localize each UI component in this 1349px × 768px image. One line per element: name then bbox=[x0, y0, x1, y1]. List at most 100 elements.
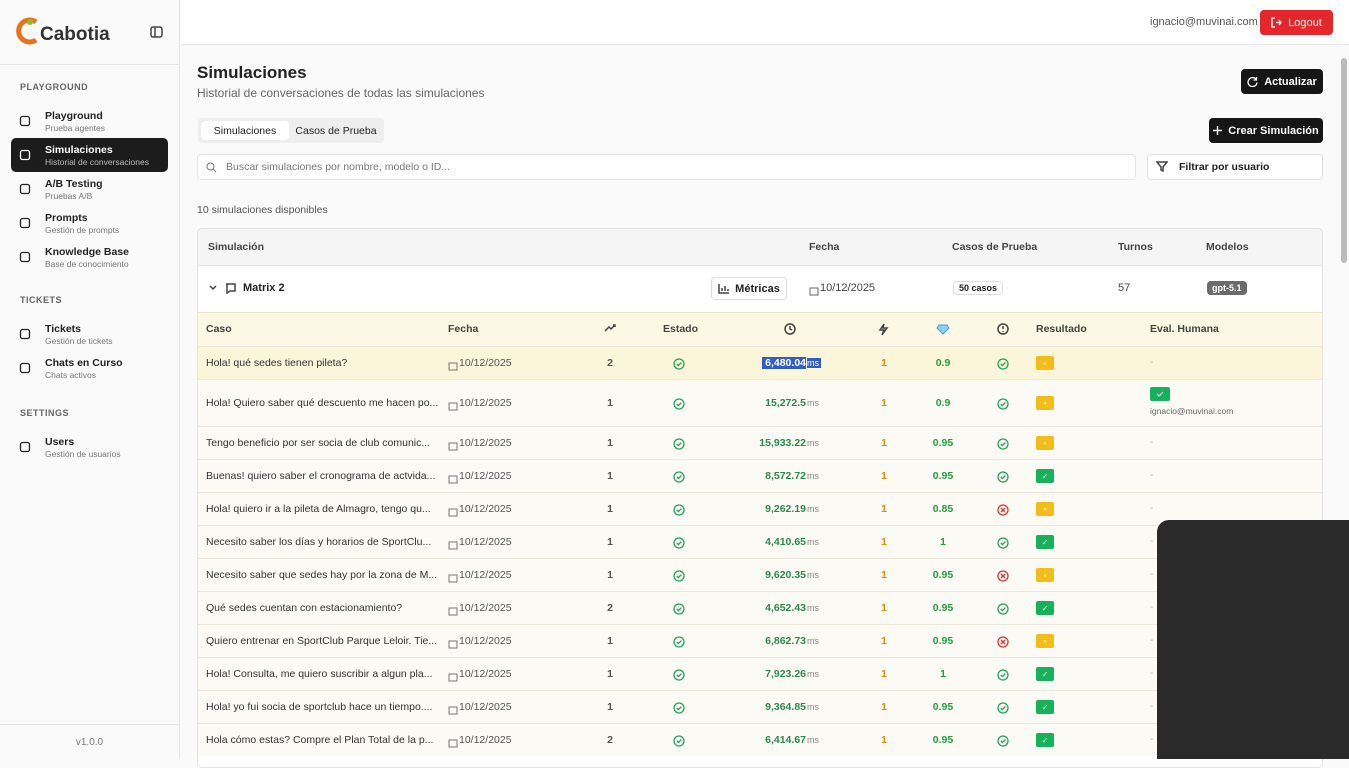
case-tools: 1 bbox=[881, 601, 887, 614]
case-row[interactable] bbox=[198, 525, 1322, 558]
case-text: Hola! Quiero saber qué descuento me hace… bbox=[206, 396, 439, 409]
case-tools: 1 bbox=[881, 469, 887, 482]
nav-label[interactable]: Playground bbox=[45, 110, 103, 122]
refresh-icon bbox=[1247, 76, 1258, 87]
case-turns: 1 bbox=[607, 535, 613, 548]
calendar-icon bbox=[448, 358, 462, 372]
case-date: 10/12/2025 bbox=[459, 568, 512, 581]
state-icon bbox=[673, 734, 687, 748]
logout-label: Logout bbox=[1288, 16, 1322, 29]
nav-sub: Historial de conversaciones bbox=[45, 157, 149, 167]
case-tools: 1 bbox=[881, 733, 887, 746]
case-turns: 1 bbox=[607, 396, 613, 409]
latency-unit: ms bbox=[807, 734, 819, 745]
state-icon bbox=[673, 635, 687, 649]
case-row[interactable] bbox=[198, 591, 1322, 624]
nav-sub: Gestión de tickets bbox=[45, 336, 113, 346]
metrics-button[interactable]: Métricas bbox=[711, 277, 787, 300]
case-score: 0.9 bbox=[935, 356, 951, 369]
nav-label[interactable]: Tickets bbox=[45, 323, 81, 335]
status-icon bbox=[997, 569, 1011, 583]
refresh-button[interactable]: Actualizar bbox=[1241, 69, 1323, 94]
case-latency: 15,933.22 bbox=[759, 436, 806, 449]
eval-empty: - bbox=[1150, 634, 1154, 646]
case-row[interactable] bbox=[198, 558, 1322, 591]
nav-label[interactable]: Users bbox=[45, 436, 75, 448]
nav-label[interactable]: Knowledge Base bbox=[45, 246, 130, 258]
case-column: Eval. Humana bbox=[1150, 323, 1219, 335]
case-row[interactable] bbox=[198, 459, 1322, 492]
status-icon bbox=[997, 734, 1011, 748]
case-row[interactable] bbox=[198, 657, 1322, 690]
nav-label[interactable]: Prompts bbox=[45, 212, 88, 224]
case-row[interactable] bbox=[198, 690, 1322, 723]
latency-unit: ms bbox=[807, 437, 819, 448]
sidebar: Cabotia v1.0.0 PLAYGROUND Playground Prueb… bbox=[0, 0, 180, 759]
calendar-icon bbox=[448, 669, 462, 683]
nav-label[interactable]: Chats en Curso bbox=[45, 357, 123, 369]
case-latency: 8,572.72 bbox=[765, 469, 806, 482]
nav-icon bbox=[19, 182, 33, 196]
latency-unit: ms bbox=[807, 503, 819, 514]
case-row[interactable] bbox=[198, 426, 1322, 459]
latency-unit: ms bbox=[807, 635, 819, 646]
case-score: 0.95 bbox=[932, 601, 954, 614]
case-column: Resultado bbox=[1036, 323, 1087, 335]
logo: Cabotia bbox=[40, 24, 110, 45]
collapse-button[interactable] bbox=[150, 26, 163, 38]
svg-text:✓: ✓ bbox=[1042, 472, 1049, 481]
case-row[interactable] bbox=[198, 346, 1322, 379]
tab[interactable]: Casos de Prueba bbox=[295, 124, 377, 137]
case-latency: 4,410.65 bbox=[765, 535, 806, 548]
case-text: Quiero entrenar en SportClub Parque Lelo… bbox=[206, 634, 438, 647]
header-icons bbox=[604, 323, 1009, 336]
simulation-date: 10/12/2025 bbox=[820, 282, 876, 294]
page-subtitle: Historial de conversaciones de todas las… bbox=[197, 86, 485, 100]
result-badge: • bbox=[1036, 355, 1054, 370]
case-latency: 6,414.67 bbox=[765, 733, 806, 746]
result-badge: ✓ bbox=[1036, 699, 1054, 714]
calendar-icon bbox=[809, 283, 823, 297]
column-header: Fecha bbox=[809, 241, 840, 253]
case-score: 0.85 bbox=[932, 502, 954, 515]
eval-user: ignacio@muvinai.com bbox=[1150, 406, 1234, 416]
result-badge: ✓ bbox=[1036, 732, 1054, 747]
case-date: 10/12/2025 bbox=[459, 733, 512, 746]
case-row[interactable] bbox=[198, 379, 1322, 426]
case-latency: 9,620.35 bbox=[765, 568, 806, 581]
state-icon bbox=[673, 602, 687, 616]
case-tools: 1 bbox=[881, 356, 887, 369]
divider bbox=[0, 724, 179, 725]
cases-badge: 50 casos bbox=[953, 281, 1004, 295]
case-row[interactable] bbox=[198, 624, 1322, 657]
nav-label[interactable]: A/B Testing bbox=[45, 178, 103, 190]
search-box[interactable] bbox=[197, 154, 1136, 180]
status-icon bbox=[997, 701, 1011, 715]
case-column: Caso bbox=[206, 323, 232, 335]
column-header: Simulación bbox=[208, 241, 265, 253]
case-row[interactable] bbox=[198, 492, 1322, 525]
case-latency: 4,652.43 bbox=[765, 601, 806, 614]
nav-sub: Chats activos bbox=[45, 370, 97, 380]
case-turns: 2 bbox=[607, 356, 613, 369]
result-badge: ✓ bbox=[1036, 600, 1054, 615]
logout-button[interactable]: Logout bbox=[1260, 10, 1333, 35]
filter-button[interactable] bbox=[1147, 154, 1323, 180]
case-turns: 2 bbox=[607, 601, 613, 614]
calendar-icon bbox=[448, 570, 462, 584]
nav-label[interactable]: Simulaciones bbox=[45, 144, 113, 156]
create-button[interactable]: Crear Simulación bbox=[1209, 118, 1323, 143]
case-date: 10/12/2025 bbox=[459, 469, 512, 482]
calendar-icon bbox=[448, 471, 462, 485]
expand-icons bbox=[209, 283, 236, 294]
user-email: ignacio@muvinai.com bbox=[1150, 16, 1258, 28]
case-row[interactable] bbox=[198, 723, 1322, 756]
column-header: Casos de Prueba bbox=[952, 241, 1038, 253]
tab-active[interactable]: Simulaciones bbox=[201, 121, 289, 140]
status-icon bbox=[997, 503, 1011, 517]
webcam-overlay bbox=[1157, 520, 1349, 759]
version: v1.0.0 bbox=[75, 737, 104, 748]
nav-sub: Prueba agentes bbox=[45, 123, 106, 133]
case-date: 10/12/2025 bbox=[459, 356, 512, 369]
svg-text:•: • bbox=[1044, 439, 1047, 448]
